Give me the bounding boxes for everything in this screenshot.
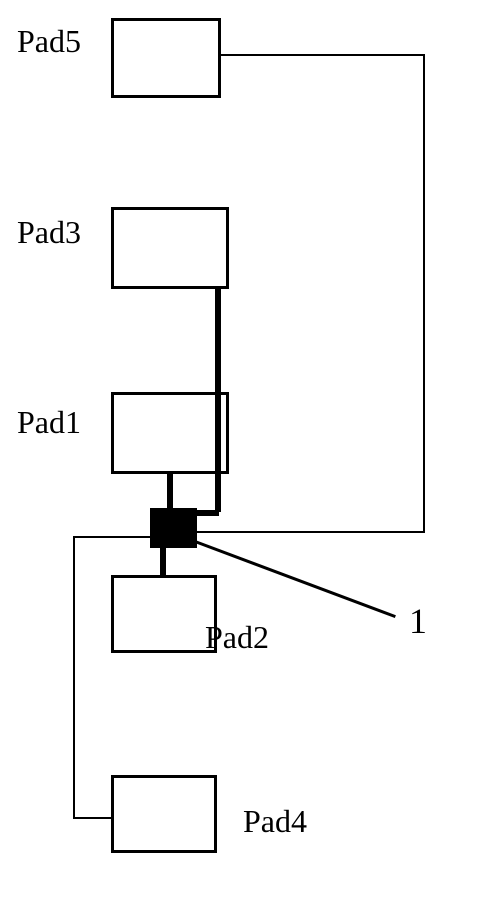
pad3-label: Pad3 — [17, 214, 81, 251]
pad4-label: Pad4 — [243, 803, 307, 840]
pad3-rect — [111, 207, 229, 289]
edge-pad4-top-horz — [73, 536, 153, 538]
pad1-rect — [111, 392, 229, 474]
callout-1-label: 1 — [409, 600, 427, 642]
edge-pad5-vert — [423, 54, 425, 533]
pad2-label: Pad2 — [205, 619, 269, 656]
edge-pad5-top-horz — [220, 54, 425, 56]
edge-pad4-bot-horz — [73, 817, 113, 819]
hub-node — [150, 508, 197, 548]
pad5-label: Pad5 — [17, 23, 81, 60]
edge-pad4-left-vert — [73, 536, 75, 819]
pad4-rect — [111, 775, 217, 853]
edge-hub-pad3-horz — [191, 510, 219, 516]
edge-hub-pad3-vert — [215, 289, 221, 512]
pad1-label: Pad1 — [17, 404, 81, 441]
pad2-rect — [111, 575, 217, 653]
edge-pad5-bot-horz — [194, 531, 425, 533]
leader-line — [194, 540, 395, 618]
edge-hub-pad1 — [167, 474, 173, 512]
pad5-rect — [111, 18, 221, 98]
edge-hub-pad2 — [160, 545, 166, 578]
